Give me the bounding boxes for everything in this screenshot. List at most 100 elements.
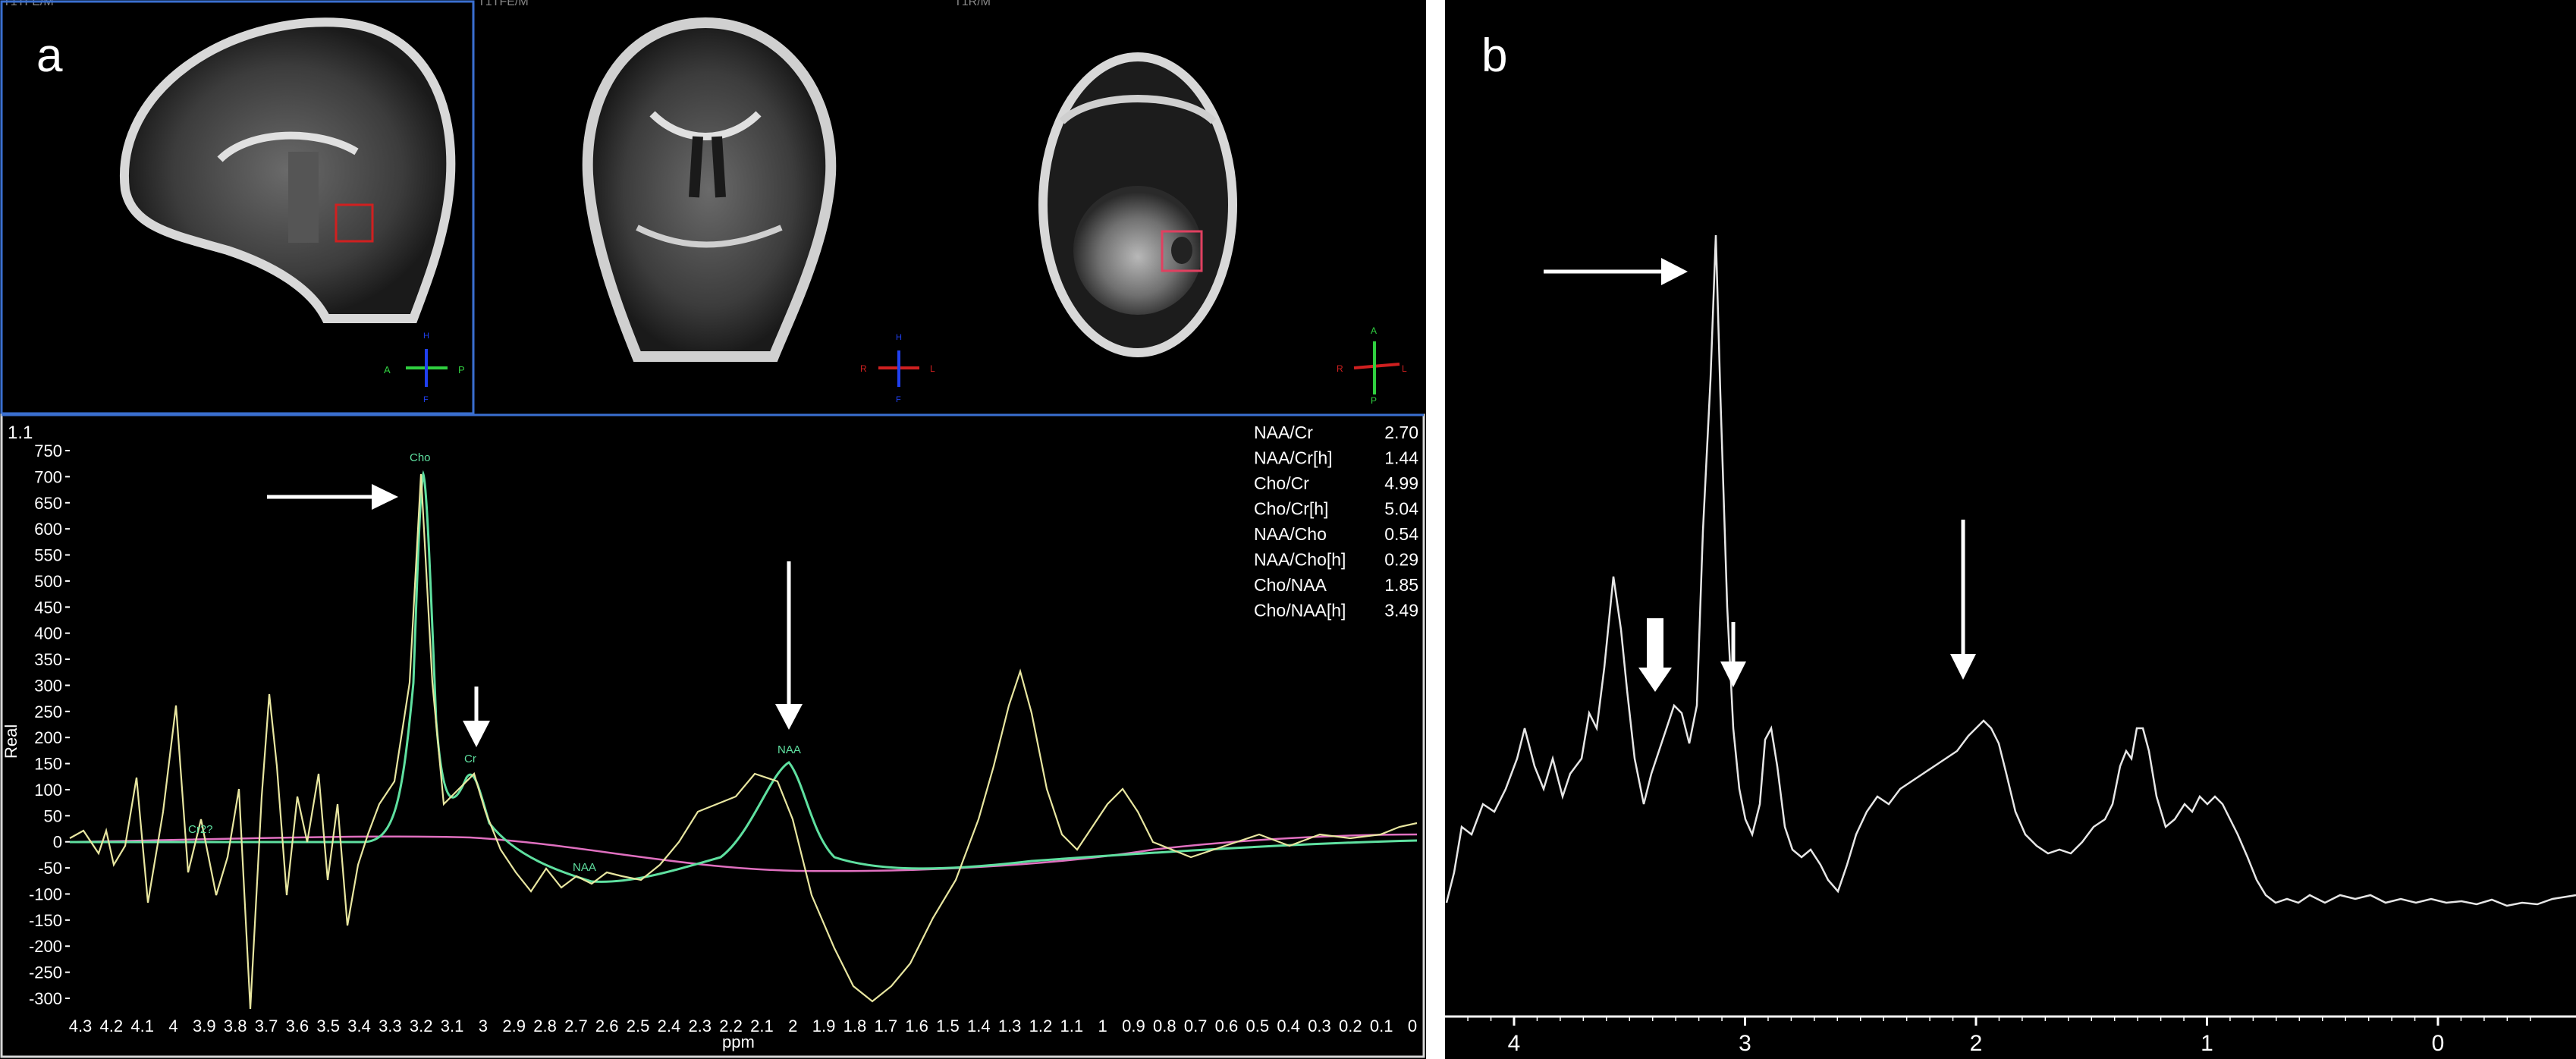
axial-right-label: L	[1402, 363, 1407, 374]
raw-trace	[69, 473, 1418, 1010]
x-tick-label: 2.1	[750, 1017, 774, 1035]
y-tick-label: -50	[38, 859, 62, 878]
cho-peak-label: Cho	[410, 451, 431, 464]
panel-b-x-tick-label: 2	[1970, 1031, 1983, 1056]
y-tick-label: -150	[29, 911, 62, 930]
x-tick-label: 3.7	[255, 1017, 278, 1035]
fitted-trace	[70, 470, 1418, 883]
axial-mri-image	[1038, 52, 1237, 357]
x-tick-label: 2.3	[688, 1017, 712, 1035]
x-tick-label: 2	[788, 1017, 797, 1035]
baseline-trace	[69, 833, 1418, 872]
x-tick-label: 2.2	[719, 1017, 743, 1035]
x-tick-label: 3.8	[224, 1017, 247, 1035]
y-tick-label: 250	[34, 702, 62, 721]
x-tick-label: 0.3	[1308, 1017, 1331, 1035]
panel-b: b 4 3 2 1 0	[1445, 0, 2576, 1059]
coronal-left-label: R	[860, 363, 867, 374]
x-tick-label: 0.9	[1122, 1017, 1145, 1035]
x-tick-label: 1.6	[905, 1017, 928, 1035]
x-tick-label: 1.7	[874, 1017, 897, 1035]
panel-b-x-ticks: 4 3 2 1 0	[1467, 1017, 2531, 1056]
x-tick-label: 3.2	[410, 1017, 433, 1035]
spectrum-scale-label: 1.1	[8, 423, 33, 443]
x-tick-label: 3.3	[379, 1017, 402, 1035]
spectrum-x-ticks: 4.3 4.2 4.1 4 3.9 3.8 3.7 3.6 3.5 3.4 3.3 3.2 3.1 3 2.…	[69, 1017, 1417, 1035]
x-tick-label: 1.3	[998, 1017, 1022, 1035]
y-tick-label: 450	[34, 598, 62, 617]
x-tick-label: 3.6	[286, 1017, 309, 1035]
y-tick-label: 300	[34, 676, 62, 695]
x-tick-label: 3.1	[441, 1017, 464, 1035]
x-tick-label: 0.5	[1246, 1017, 1270, 1035]
x-tick-label: 2.8	[533, 1017, 557, 1035]
y-tick-label: 150	[34, 755, 62, 774]
x-tick-label: 3	[479, 1017, 488, 1035]
viewport-coronal-label: T1TFE/M	[478, 0, 529, 8]
x-tick-label: 4.3	[69, 1017, 93, 1035]
spectrum-y-ticks: 7507006506005505004504003503002502001501…	[29, 442, 70, 1008]
arrow-cho-b	[1544, 258, 1688, 285]
y-tick-label: 550	[34, 546, 62, 565]
sagittal-voxel-box	[335, 203, 374, 243]
axial-voxel-box	[1161, 230, 1203, 272]
ratio-name: Cho/NAA[h]	[1254, 601, 1346, 621]
sagittal-orientation-cross: A P H F	[384, 332, 465, 404]
x-tick-label: 4.2	[100, 1017, 124, 1035]
x-tick-label: 0.8	[1153, 1017, 1176, 1035]
y-tick-label: -300	[29, 989, 62, 1008]
x-tick-label: 0.4	[1277, 1017, 1300, 1035]
x-tick-label: 0.6	[1215, 1017, 1239, 1035]
x-tick-label: 2.5	[627, 1017, 650, 1035]
x-tick-label: 0.1	[1370, 1017, 1393, 1035]
y-tick-label: -200	[29, 937, 62, 956]
sagittal-top-label: H	[423, 332, 429, 341]
x-tick-label: 4	[168, 1017, 177, 1035]
coronal-orientation-cross: R L H F	[860, 333, 935, 404]
y-tick-label: 350	[34, 650, 62, 669]
panel-b-x-tick-label: 1	[2201, 1031, 2213, 1056]
panel-b-letter: b	[1481, 30, 1508, 82]
cr-peak-label: Cr	[464, 753, 476, 765]
sagittal-viewport-frame[interactable]	[0, 0, 475, 415]
arrow-thick-b	[1638, 618, 1672, 692]
sagittal-bottom-label: F	[423, 395, 429, 404]
y-tick-label: 700	[34, 467, 62, 486]
ratio-value: 3.49	[1384, 601, 1418, 621]
x-tick-label: 2.6	[595, 1017, 619, 1035]
x-tick-label: 2.7	[564, 1017, 588, 1035]
y-tick-label: 600	[34, 520, 62, 539]
viewport-axial-label: T1R/M	[954, 0, 991, 8]
axial-top-label: A	[1371, 325, 1377, 336]
x-tick-label: 1.2	[1029, 1017, 1053, 1035]
ratio-name: NAA/Cho[h]	[1254, 550, 1346, 570]
sagittal-mri-image	[119, 17, 456, 323]
panel-b-graphics: 4 3 2 1 0	[1445, 234, 2576, 1056]
y-tick-label: 200	[34, 728, 62, 747]
cr2-peak-label: Cr2?	[188, 823, 213, 836]
naa-small-peak-label: NAA	[573, 861, 596, 874]
x-tick-label: 3.5	[316, 1017, 340, 1035]
x-tick-label: 1.4	[967, 1017, 991, 1035]
panel-b-x-tick-label: 3	[1739, 1031, 1751, 1056]
spectrum-b-trace	[1445, 234, 2576, 907]
x-tick-label: 3.9	[193, 1017, 216, 1035]
ratio-name: Cho/NAA	[1254, 575, 1327, 595]
ratio-name: NAA/Cho	[1254, 524, 1327, 544]
coronal-top-label: H	[896, 333, 902, 342]
y-tick-label: 50	[44, 806, 62, 825]
ratio-name: Cho/Cr	[1254, 473, 1309, 493]
arrow-cho-a	[267, 484, 398, 510]
coronal-right-label: L	[930, 363, 935, 374]
x-tick-label: 1	[1098, 1017, 1107, 1035]
y-tick-label: 100	[34, 781, 62, 800]
axial-left-label: R	[1337, 363, 1343, 374]
arrow-naa-a	[775, 561, 803, 730]
x-tick-label: 2.9	[502, 1017, 526, 1035]
x-tick-label: 0	[1408, 1017, 1417, 1035]
ratio-value: 4.99	[1384, 473, 1418, 493]
axial-orientation-cross: R L A P	[1337, 325, 1407, 406]
y-tick-label: 0	[53, 833, 62, 852]
panel-b-x-tick-label: 0	[2432, 1031, 2445, 1056]
viewport-sagittal-label: T1TFE/M	[3, 0, 54, 8]
